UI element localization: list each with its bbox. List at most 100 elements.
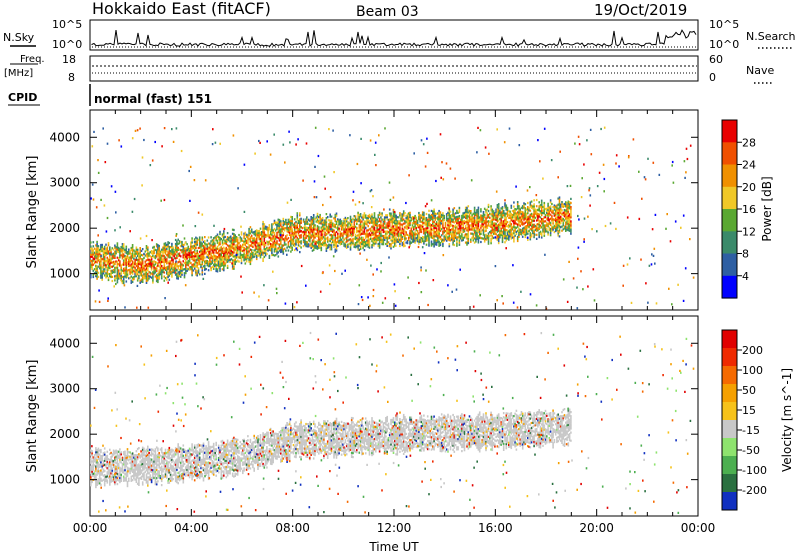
power-cell	[372, 239, 375, 242]
power-cell	[157, 262, 159, 265]
power-cell	[223, 232, 225, 235]
power-cell	[342, 226, 344, 229]
power-cell	[424, 239, 426, 243]
power-cell	[402, 232, 405, 235]
power-cell	[286, 224, 288, 227]
power-cell	[350, 235, 353, 238]
power-cell	[276, 223, 278, 227]
power-cell	[366, 223, 368, 226]
power-cell	[285, 222, 287, 226]
power-cell	[514, 228, 516, 231]
power-cell	[171, 251, 173, 254]
power-cell	[513, 209, 515, 212]
power-cell	[247, 248, 249, 251]
power-scatter	[93, 130, 95, 133]
power-cell	[368, 220, 371, 223]
power-cell	[302, 218, 305, 221]
power-cell	[432, 210, 434, 213]
power-scatter	[609, 222, 612, 225]
power-cell	[277, 222, 280, 225]
power-cell	[452, 237, 454, 240]
power-cell	[315, 232, 318, 235]
power-cell	[309, 223, 311, 226]
power-cell	[116, 275, 119, 278]
power-cell	[425, 237, 428, 240]
power-cell	[364, 234, 367, 238]
power-cell	[334, 215, 337, 218]
power-cell	[437, 212, 439, 215]
power-scatter	[441, 161, 443, 164]
power-cell	[435, 235, 438, 238]
power-cell	[238, 256, 240, 259]
power-cell	[510, 214, 513, 218]
power-cell	[152, 265, 154, 268]
power-cell	[495, 216, 497, 219]
power-cell	[226, 256, 229, 259]
power-scatter	[651, 253, 653, 256]
power-cell	[473, 233, 476, 236]
power-cell	[527, 232, 529, 235]
power-cell	[98, 261, 101, 264]
power-cell	[216, 251, 219, 255]
power-cell	[134, 267, 136, 270]
power-cell	[310, 218, 312, 221]
power-cell	[248, 234, 250, 237]
power-cell	[477, 241, 480, 244]
power-cell	[311, 219, 314, 222]
power-cell	[166, 247, 168, 251]
power-cell	[416, 219, 419, 222]
power-cell	[338, 227, 340, 230]
power-cell	[373, 214, 376, 217]
power-cell	[391, 217, 394, 220]
power-cell	[98, 252, 101, 256]
power-cell	[518, 213, 520, 216]
power-cell	[302, 220, 305, 223]
power-cell	[527, 216, 529, 219]
power-cell	[362, 236, 364, 239]
power-cell	[261, 249, 263, 252]
power-cell	[509, 210, 511, 213]
power-cell	[482, 217, 485, 220]
power-cell	[101, 272, 103, 275]
power-cell	[400, 239, 402, 243]
power-cell	[248, 258, 250, 261]
power-cell	[406, 221, 409, 224]
power-cell	[451, 220, 453, 223]
power-cell	[414, 235, 416, 238]
power-cell	[482, 213, 485, 216]
power-cell	[359, 237, 362, 240]
power-cell	[448, 243, 451, 246]
power-cell	[483, 236, 486, 239]
power-cell	[373, 216, 376, 219]
power-cell	[328, 227, 330, 230]
power-cell	[491, 231, 494, 234]
power-cell	[328, 243, 330, 246]
power-scatter	[494, 236, 497, 239]
power-scatter	[123, 284, 126, 287]
power-cell	[559, 217, 562, 221]
power-cell	[339, 237, 342, 240]
power-cell	[226, 260, 229, 263]
power-cell	[174, 265, 177, 268]
power-cell	[375, 217, 377, 220]
power-cell	[481, 214, 483, 217]
power-cell	[253, 233, 255, 236]
power-cell	[472, 225, 475, 228]
power-cell	[155, 251, 158, 254]
power-cell	[519, 228, 521, 231]
power-cell	[249, 240, 252, 243]
power-cell	[330, 235, 333, 239]
power-cell	[242, 254, 244, 257]
power-cell	[187, 249, 190, 252]
power-cell	[402, 218, 405, 221]
power-cell	[269, 249, 272, 252]
power-cell	[252, 252, 254, 255]
power-cell	[362, 240, 364, 243]
power-cell	[290, 226, 292, 229]
power-cell	[358, 218, 361, 221]
power-cell	[345, 228, 348, 231]
power-cell	[248, 250, 250, 253]
power-cell	[144, 270, 147, 273]
power-cell	[562, 218, 565, 221]
power-cell	[454, 226, 457, 229]
